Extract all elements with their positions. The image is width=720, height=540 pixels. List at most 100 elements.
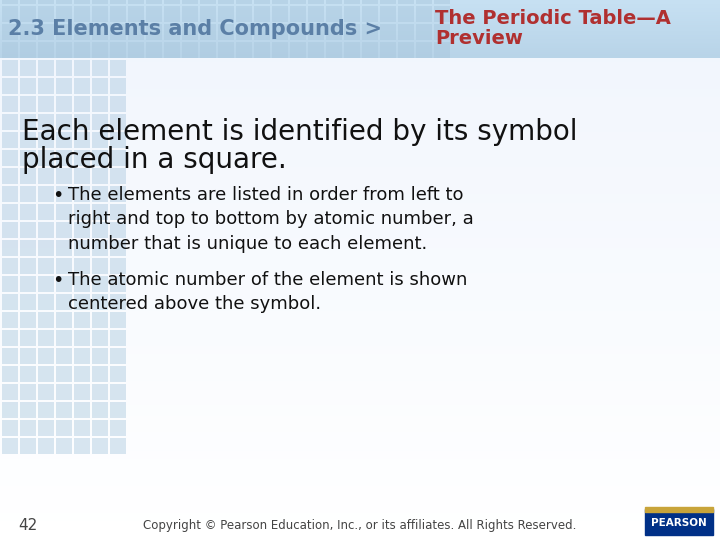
Bar — [0, 119, 720, 122]
Bar — [92, 402, 108, 418]
Bar — [2, 366, 18, 382]
Bar — [0, 424, 720, 427]
Bar — [110, 366, 126, 382]
Bar — [416, 6, 432, 22]
Bar — [92, 150, 108, 166]
Bar — [0, 113, 720, 116]
Bar — [74, 96, 90, 112]
Bar — [20, 438, 36, 454]
Bar — [128, 6, 144, 22]
Bar — [326, 42, 342, 58]
Text: 2.3 Elements and Compounds >: 2.3 Elements and Compounds > — [8, 19, 382, 39]
Bar — [0, 26, 720, 29]
Bar — [0, 1, 720, 4]
Bar — [290, 0, 306, 4]
Bar — [20, 312, 36, 328]
Bar — [0, 418, 720, 421]
Bar — [0, 116, 720, 119]
Bar — [0, 364, 720, 367]
Bar — [200, 42, 216, 58]
Bar — [110, 42, 126, 58]
Bar — [0, 273, 720, 275]
Text: placed in a square.: placed in a square. — [22, 146, 287, 174]
Bar — [2, 204, 18, 220]
Bar — [128, 24, 144, 40]
Bar — [0, 86, 720, 89]
Bar — [380, 24, 396, 40]
Bar — [0, 335, 720, 338]
Bar — [38, 204, 54, 220]
Bar — [0, 375, 720, 378]
Bar — [218, 6, 234, 22]
Bar — [92, 438, 108, 454]
Bar — [38, 96, 54, 112]
Bar — [0, 481, 720, 483]
Bar — [0, 55, 720, 58]
Bar — [0, 32, 720, 35]
Bar — [0, 537, 720, 540]
Bar — [20, 186, 36, 202]
Bar — [0, 470, 720, 472]
Bar — [0, 189, 720, 192]
Bar — [290, 42, 306, 58]
Bar — [0, 421, 720, 424]
Bar — [110, 258, 126, 274]
Bar — [398, 0, 414, 4]
Bar — [0, 62, 720, 65]
Bar — [0, 78, 720, 81]
Bar — [0, 205, 720, 208]
Bar — [110, 204, 126, 220]
Bar — [0, 170, 720, 173]
Bar — [0, 532, 720, 535]
Bar — [92, 240, 108, 256]
Bar — [0, 456, 720, 459]
Bar — [0, 11, 720, 14]
Bar — [0, 143, 720, 146]
Bar — [0, 6, 720, 10]
Bar — [0, 302, 720, 305]
Bar — [0, 192, 720, 194]
Bar — [56, 438, 72, 454]
Bar — [74, 168, 90, 184]
Bar — [0, 275, 720, 278]
Bar — [56, 186, 72, 202]
Text: 42: 42 — [18, 517, 37, 532]
Bar — [20, 150, 36, 166]
Bar — [0, 486, 720, 489]
Bar — [74, 6, 90, 22]
Bar — [0, 43, 720, 46]
Bar — [0, 432, 720, 435]
Bar — [38, 60, 54, 76]
Bar — [0, 30, 720, 32]
Bar — [2, 114, 18, 130]
Bar — [110, 6, 126, 22]
Bar — [0, 446, 720, 448]
Bar — [0, 38, 720, 40]
Bar — [344, 6, 360, 22]
Bar — [74, 420, 90, 436]
Bar — [56, 60, 72, 76]
Bar — [0, 292, 720, 294]
Bar — [0, 327, 720, 329]
Bar — [344, 42, 360, 58]
Bar — [0, 24, 720, 27]
Bar — [92, 222, 108, 238]
Bar — [0, 51, 720, 54]
Bar — [254, 24, 270, 40]
Bar — [0, 208, 720, 211]
Bar — [0, 30, 720, 33]
Bar — [56, 78, 72, 94]
Bar — [0, 521, 720, 524]
Bar — [38, 42, 54, 58]
Bar — [254, 42, 270, 58]
Bar — [74, 222, 90, 238]
Bar — [0, 65, 720, 68]
Bar — [0, 305, 720, 308]
Bar — [0, 38, 720, 40]
Bar — [56, 168, 72, 184]
Bar — [0, 526, 720, 529]
Bar — [0, 59, 720, 62]
Bar — [0, 254, 720, 256]
Bar — [236, 42, 252, 58]
Bar — [0, 408, 720, 410]
